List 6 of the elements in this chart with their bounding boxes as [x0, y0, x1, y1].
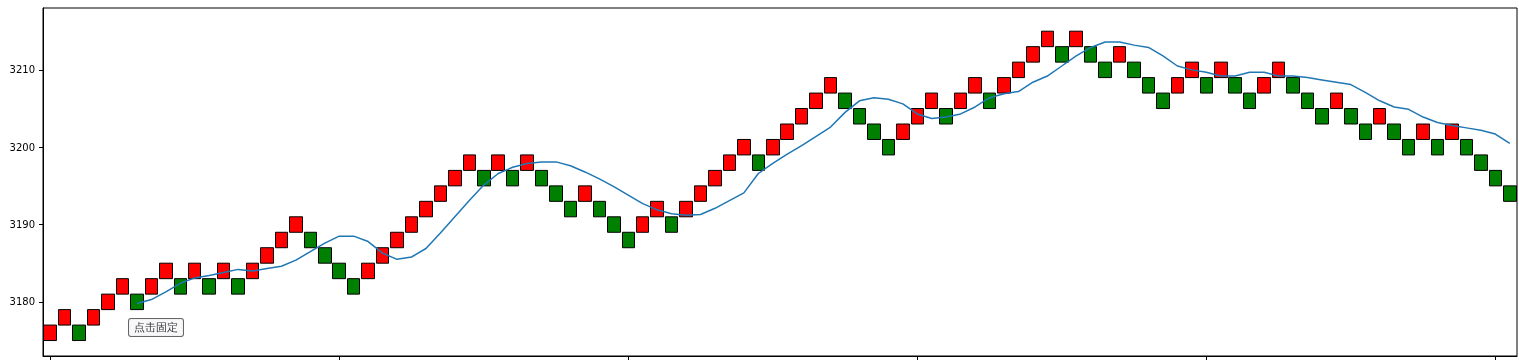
line-series [136, 41, 1511, 305]
y-tick-label: 3200 [9, 141, 35, 153]
y-tick-label: 3190 [9, 219, 35, 231]
y-tick-label: 3180 [9, 296, 35, 308]
y-tick-label: 3210 [9, 64, 35, 76]
annotation: 点击固定 [134, 321, 178, 334]
